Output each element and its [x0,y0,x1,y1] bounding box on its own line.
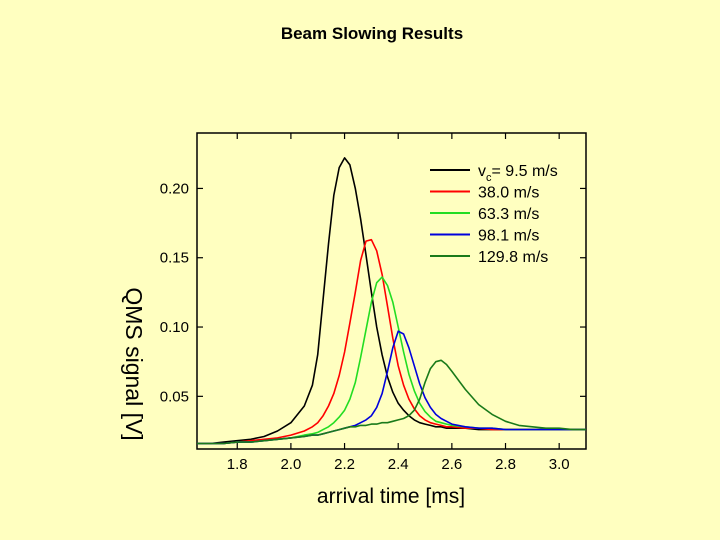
legend-label: 38.0 m/s [478,185,539,202]
x-tick-label: 2.8 [495,456,516,473]
series-lines [197,157,586,445]
x-axis-title: arrival time [ms] [317,485,465,508]
y-tick-label: 0.15 [160,250,189,267]
slide-title: Beam Slowing Results [280,24,464,43]
y-axis-ticks: 0.05 0.10 0.15 0.20 [160,180,586,405]
legend-label: 98.1 m/s [478,228,539,245]
x-tick-label: 3.0 [549,456,570,473]
y-tick-label: 0.10 [160,319,189,336]
legend-label: 129.8 m/s [478,249,548,266]
x-tick-label: 2.6 [441,456,462,473]
y-tick-label: 0.20 [160,180,189,197]
legend-label: vc= 9.5 m/s [478,163,558,184]
x-tick-label: 2.2 [334,456,355,473]
x-tick-label: 1.8 [227,456,248,473]
legend: vc= 9.5 m/s38.0 m/s 63.3 m/s 98.1 m/s 129.8… [430,163,558,266]
series-line [197,359,586,445]
legend-label: 63.3 m/s [478,206,539,223]
y-tick-label: 0.05 [160,388,189,405]
plot-area [196,132,587,450]
y-axis-title: QMS signal [V] [121,287,147,440]
x-tick-label: 2.0 [280,456,301,473]
x-tick-label: 2.4 [388,456,409,473]
x-axis-ticks: 1.8 2.0 2.2 2.4 2.6 2.8 3.0 [227,133,570,473]
